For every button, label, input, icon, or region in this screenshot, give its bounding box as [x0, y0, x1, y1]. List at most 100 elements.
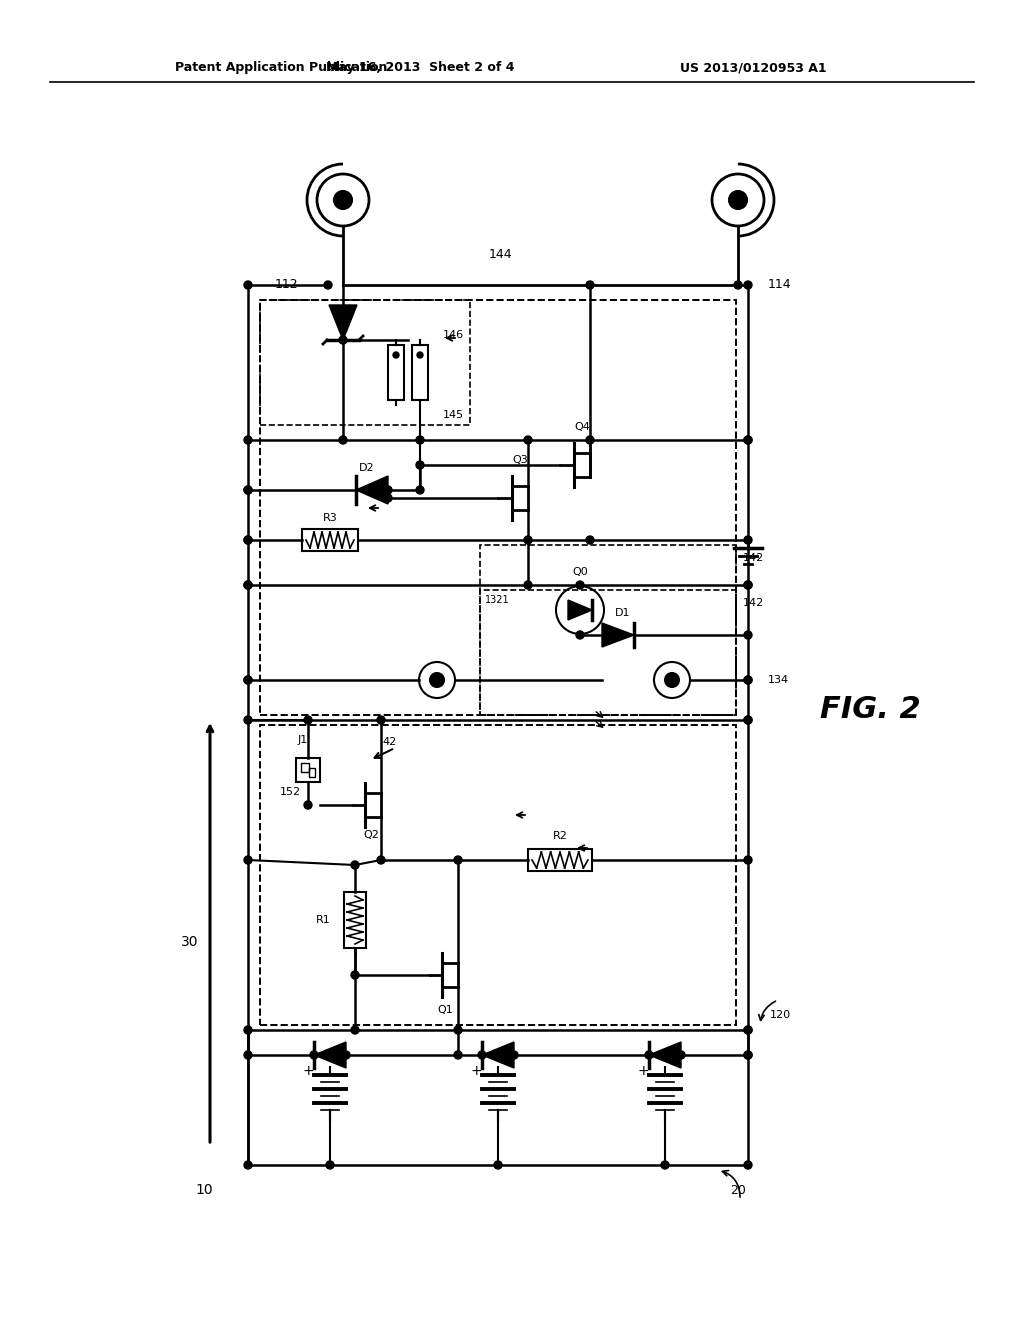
Text: US 2013/0120953 A1: US 2013/0120953 A1 — [680, 62, 826, 74]
Circle shape — [729, 191, 746, 209]
Text: 144: 144 — [488, 248, 512, 261]
Circle shape — [244, 486, 252, 494]
Circle shape — [586, 536, 594, 544]
Text: 120: 120 — [770, 1010, 792, 1020]
Bar — [260, 725, 736, 1026]
Circle shape — [744, 1051, 752, 1059]
Text: 10: 10 — [195, 1183, 213, 1197]
Bar — [480, 545, 736, 715]
Circle shape — [744, 581, 752, 589]
Text: Q3: Q3 — [512, 455, 528, 465]
Circle shape — [524, 581, 532, 589]
Circle shape — [744, 1026, 752, 1034]
Circle shape — [454, 1026, 462, 1034]
Circle shape — [324, 281, 332, 289]
Circle shape — [244, 581, 252, 589]
Polygon shape — [329, 305, 357, 341]
Text: Patent Application Publication: Patent Application Publication — [175, 62, 387, 74]
Circle shape — [244, 536, 252, 544]
Circle shape — [244, 855, 252, 865]
Circle shape — [677, 1051, 685, 1059]
Circle shape — [304, 801, 312, 809]
Text: 145: 145 — [443, 411, 464, 420]
Circle shape — [744, 715, 752, 723]
Bar — [260, 300, 470, 425]
Circle shape — [510, 1051, 518, 1059]
Polygon shape — [356, 477, 388, 504]
Bar — [344, 892, 366, 948]
Circle shape — [744, 581, 752, 589]
Circle shape — [454, 855, 462, 865]
Text: J1: J1 — [298, 735, 308, 744]
Circle shape — [478, 1051, 486, 1059]
Circle shape — [744, 676, 752, 684]
Text: R1: R1 — [316, 915, 331, 925]
Circle shape — [310, 1051, 318, 1059]
Circle shape — [416, 486, 424, 494]
Text: D2: D2 — [359, 463, 375, 473]
Text: +: + — [302, 1064, 313, 1078]
Text: 134: 134 — [768, 675, 790, 685]
Bar — [388, 345, 404, 400]
Circle shape — [351, 1026, 359, 1034]
Circle shape — [524, 536, 532, 544]
Bar — [528, 849, 592, 871]
Circle shape — [575, 631, 584, 639]
Circle shape — [665, 673, 679, 686]
Text: 142: 142 — [743, 598, 764, 609]
Circle shape — [244, 486, 252, 494]
Circle shape — [339, 337, 347, 345]
Circle shape — [662, 1162, 669, 1170]
Text: May 16, 2013  Sheet 2 of 4: May 16, 2013 Sheet 2 of 4 — [326, 62, 514, 74]
Circle shape — [244, 1162, 252, 1170]
Text: 152: 152 — [280, 787, 301, 797]
Circle shape — [586, 436, 594, 444]
Circle shape — [326, 1162, 334, 1170]
Circle shape — [244, 581, 252, 589]
Polygon shape — [568, 601, 592, 620]
Circle shape — [244, 676, 252, 684]
Circle shape — [393, 352, 399, 358]
Circle shape — [744, 676, 752, 684]
Circle shape — [416, 436, 424, 444]
Circle shape — [744, 436, 752, 444]
Circle shape — [744, 1026, 752, 1034]
Circle shape — [744, 436, 752, 444]
Polygon shape — [482, 1041, 514, 1068]
Circle shape — [244, 436, 252, 444]
Circle shape — [586, 281, 594, 289]
Text: +: + — [470, 1064, 482, 1078]
Circle shape — [744, 281, 752, 289]
Text: Q4: Q4 — [574, 422, 590, 432]
Bar — [301, 763, 309, 772]
Bar — [260, 300, 736, 715]
Text: 114: 114 — [768, 279, 792, 292]
Circle shape — [524, 436, 532, 444]
Text: FIG. 2: FIG. 2 — [820, 696, 921, 725]
Bar — [302, 529, 358, 550]
Circle shape — [342, 1051, 350, 1059]
Circle shape — [244, 1051, 252, 1059]
Text: 142: 142 — [743, 553, 764, 564]
Circle shape — [494, 1162, 502, 1170]
Circle shape — [244, 536, 252, 544]
Circle shape — [377, 715, 385, 723]
Circle shape — [575, 581, 584, 589]
Circle shape — [304, 715, 312, 723]
Polygon shape — [649, 1041, 681, 1068]
Text: 1321: 1321 — [484, 595, 509, 605]
Circle shape — [244, 1026, 252, 1034]
Text: R2: R2 — [553, 832, 567, 841]
Text: 146: 146 — [443, 330, 464, 341]
Circle shape — [734, 281, 742, 289]
Circle shape — [454, 1051, 462, 1059]
Circle shape — [417, 352, 423, 358]
Polygon shape — [314, 1041, 346, 1068]
Circle shape — [339, 436, 347, 444]
Text: Q2: Q2 — [364, 830, 379, 840]
Text: 20: 20 — [730, 1184, 745, 1196]
Circle shape — [384, 486, 392, 494]
Circle shape — [384, 494, 392, 502]
Text: 42: 42 — [383, 737, 397, 747]
Text: 112: 112 — [274, 279, 298, 292]
